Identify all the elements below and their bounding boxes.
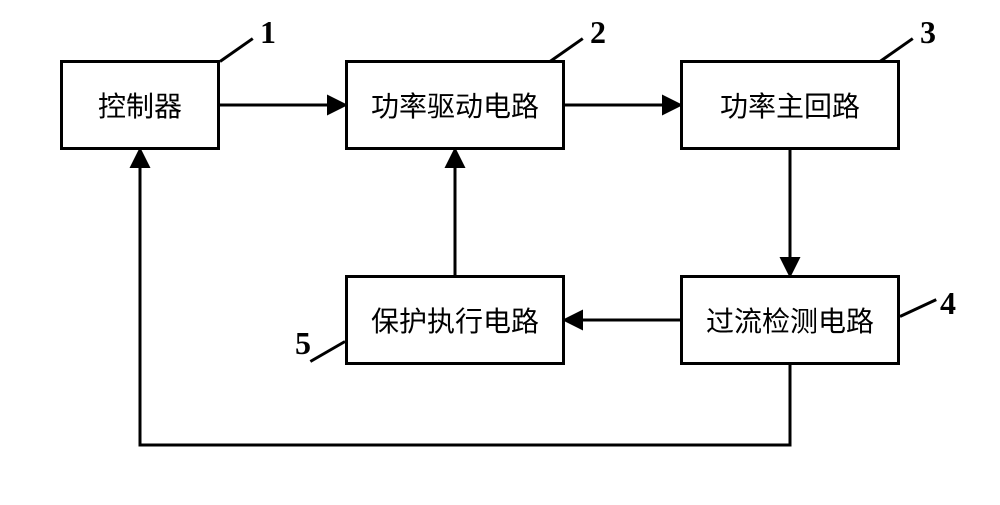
- node-overcurrent-detect: 过流检测电路: [680, 275, 900, 365]
- node-label: 过流检测电路: [706, 300, 874, 340]
- block-diagram: 控制器 1 功率驱动电路 2 功率主回路 3 过流检测电路 4 保护执行电路 5: [0, 0, 1000, 505]
- node-number: 3: [920, 14, 936, 51]
- node-label: 功率驱动电路: [371, 85, 539, 125]
- node-number: 4: [940, 285, 956, 322]
- node-number: 2: [590, 14, 606, 51]
- node-power-main-loop: 功率主回路: [680, 60, 900, 150]
- node-number: 1: [260, 14, 276, 51]
- node-tick: [549, 37, 583, 62]
- node-power-driver: 功率驱动电路: [345, 60, 565, 150]
- node-protection-exec: 保护执行电路: [345, 275, 565, 365]
- node-controller: 控制器: [60, 60, 220, 150]
- node-label: 保护执行电路: [371, 300, 539, 340]
- node-tick: [879, 37, 913, 62]
- node-tick: [310, 340, 346, 363]
- node-label: 功率主回路: [720, 85, 860, 125]
- node-tick: [219, 37, 253, 62]
- node-number: 5: [295, 325, 311, 362]
- node-label: 控制器: [98, 85, 182, 125]
- node-tick: [899, 298, 937, 318]
